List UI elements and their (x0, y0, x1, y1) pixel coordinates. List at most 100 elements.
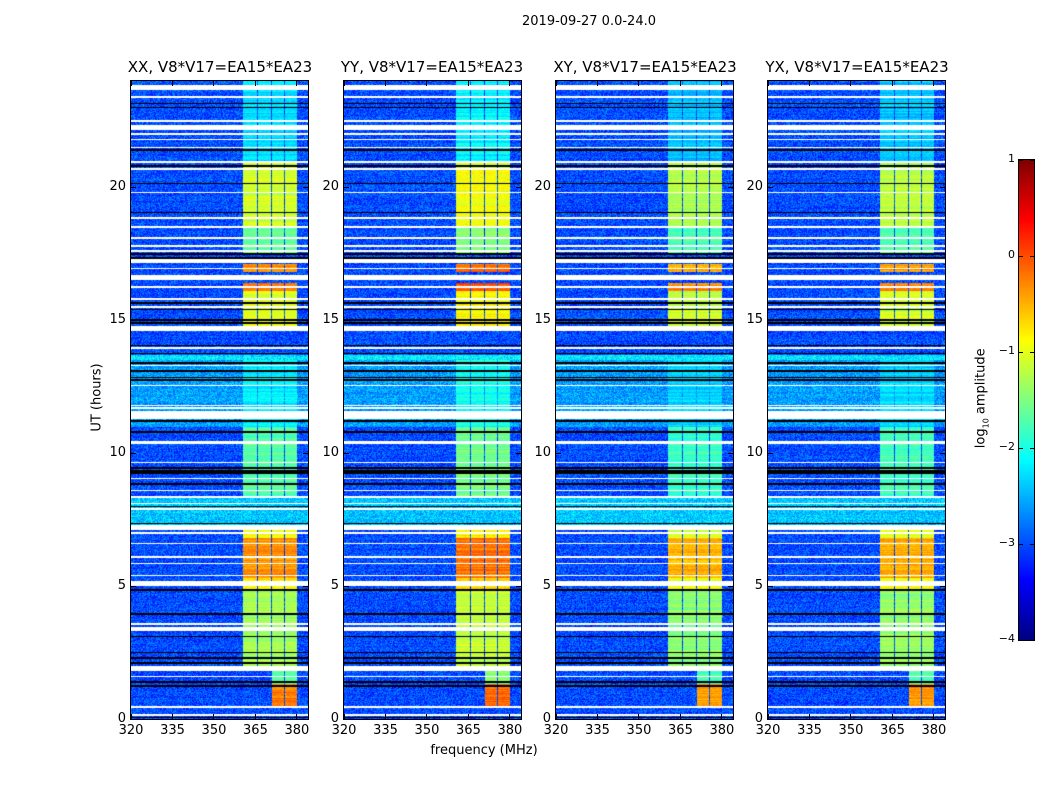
y-tick-label: 5 (117, 578, 126, 594)
panel-title-xy: XY, V8*V17=EA15*EA23 (553, 58, 737, 76)
x-tick-mark (933, 81, 935, 86)
y-tick-label: 15 (109, 312, 126, 328)
x-tick-label: 335 (373, 723, 398, 738)
x-tick-mark (638, 714, 640, 719)
x-tick-mark (254, 81, 256, 86)
panel-title-yx: YX, V8*V17=EA15*EA23 (765, 58, 949, 76)
y-tick-label: 10 (109, 445, 126, 461)
y-tick-mark (728, 319, 733, 321)
x-tick-mark (850, 81, 852, 86)
x-tick-mark (596, 81, 598, 86)
colorbar-tick-mark (1030, 543, 1034, 545)
y-tick-mark (768, 585, 773, 587)
colorbar-tick-label: −4 (998, 632, 1015, 645)
figure-title: 2019-09-27 0.0-24.0 (522, 14, 656, 29)
y-tick-mark (303, 319, 308, 321)
x-axis-label: frequency (MHz) (430, 743, 538, 758)
colorbar-tick-mark (1019, 639, 1023, 641)
y-tick-label: 15 (746, 312, 763, 328)
colorbar-label-main: log (973, 428, 989, 449)
y-tick-mark (768, 186, 773, 188)
y-tick-mark (556, 319, 561, 321)
x-tick-label: 335 (160, 723, 185, 738)
x-tick-mark (343, 81, 345, 86)
y-tick-mark (728, 452, 733, 454)
x-tick-label: 380 (709, 723, 735, 738)
spectrogram-heatmap (131, 81, 308, 719)
x-tick-mark (254, 714, 256, 719)
x-tick-label: 320 (118, 723, 144, 738)
y-tick-label: 5 (754, 578, 763, 594)
colorbar: 1 0 −1 −2 −3 −4 (999, 152, 1035, 645)
x-tick-mark (296, 714, 298, 719)
y-tick-label: 10 (534, 445, 551, 461)
y-tick-mark (556, 186, 561, 188)
panel-title-xx: XX, V8*V17=EA15*EA23 (127, 58, 313, 76)
colorbar-tick-label: 1 (1008, 152, 1015, 165)
y-tick-mark (131, 718, 136, 720)
y-tick-mark (516, 452, 521, 454)
y-tick-mark (344, 186, 349, 188)
x-tick-mark (933, 714, 935, 719)
spectrogram-heatmap (768, 81, 945, 719)
y-tick-label: 10 (746, 445, 763, 461)
x-tick-mark (171, 81, 173, 86)
colorbar-tick-mark (1030, 159, 1034, 161)
y-tick-mark (728, 718, 733, 720)
x-tick-mark (721, 714, 723, 719)
x-tick-mark (467, 81, 469, 86)
colorbar-tick-label: 0 (1008, 248, 1015, 261)
x-tick-mark (555, 714, 557, 719)
colorbar-tick-mark (1019, 159, 1023, 161)
x-tick-mark (509, 714, 511, 719)
x-tick-label: 335 (585, 723, 610, 738)
x-tick-mark (891, 714, 893, 719)
x-tick-label: 320 (331, 723, 357, 738)
y-tick-label: 20 (746, 179, 763, 195)
y-tick-mark (940, 452, 945, 454)
y-tick-label: 10 (322, 445, 339, 461)
y-tick-label: 15 (322, 312, 339, 328)
x-tick-mark (213, 714, 215, 719)
y-tick-mark (940, 585, 945, 587)
x-tick-mark (767, 81, 769, 86)
x-tick-mark (638, 81, 640, 86)
x-tick-mark (891, 81, 893, 86)
x-tick-mark (130, 81, 132, 86)
x-tick-label: 320 (755, 723, 781, 738)
y-tick-label: 0 (330, 711, 339, 726)
y-tick-mark (303, 452, 308, 454)
x-tick-mark (426, 81, 428, 86)
colorbar-label-rest: amplitude (973, 348, 989, 419)
y-tick-mark (940, 319, 945, 321)
y-tick-label: 0 (117, 711, 126, 726)
x-tick-label: 350 (201, 723, 227, 738)
colorbar-label: log10 amplitude (974, 338, 991, 458)
y-tick-mark (768, 319, 773, 321)
colorbar-tick-mark (1019, 255, 1023, 257)
x-tick-mark (130, 714, 132, 719)
colorbar-tick-label: −1 (998, 344, 1015, 357)
y-tick-mark (131, 319, 136, 321)
y-tick-mark (344, 585, 349, 587)
y-tick-mark (516, 585, 521, 587)
y-tick-mark (728, 585, 733, 587)
colorbar-tick-label: −2 (998, 440, 1015, 453)
y-tick-mark (556, 585, 561, 587)
x-tick-label: 320 (543, 723, 569, 738)
spectrogram-panel-xx: 320 335 350 365 380 0 5 10 15 20 (109, 80, 309, 738)
y-tick-mark (131, 585, 136, 587)
colorbar-tick-mark (1019, 351, 1023, 353)
y-tick-mark (303, 186, 308, 188)
y-tick-label: 0 (542, 711, 551, 726)
colorbar-tick-mark (1030, 351, 1034, 353)
y-tick-mark (131, 452, 136, 454)
x-tick-label: 350 (626, 723, 652, 738)
x-tick-mark (596, 714, 598, 719)
x-tick-mark (426, 714, 428, 719)
y-tick-label: 0 (754, 711, 763, 726)
x-tick-mark (555, 81, 557, 86)
x-tick-label: 350 (414, 723, 440, 738)
x-tick-mark (767, 714, 769, 719)
x-tick-mark (850, 714, 852, 719)
